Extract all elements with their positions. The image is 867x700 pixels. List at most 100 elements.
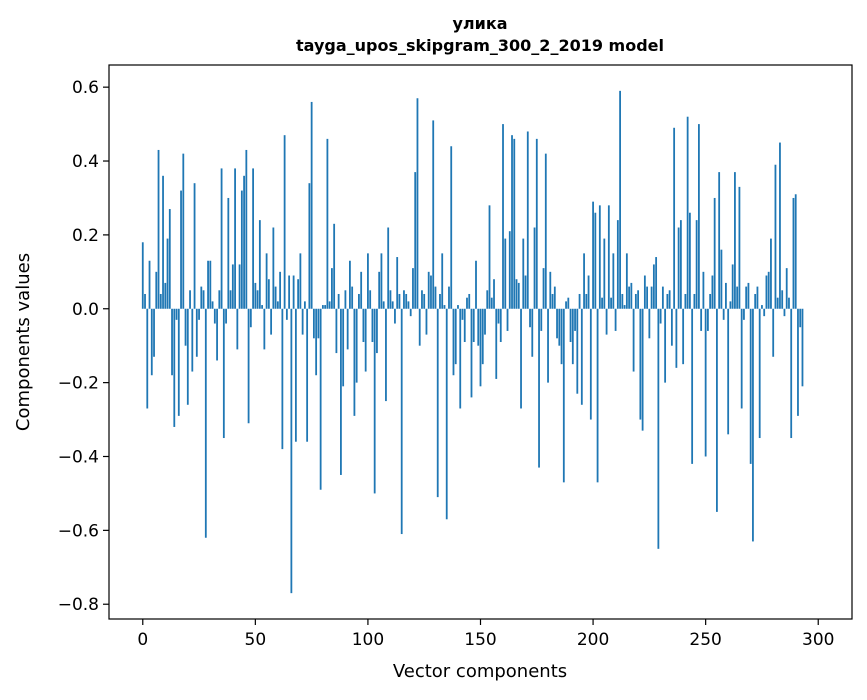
- bar-287: [788, 297, 790, 309]
- bar-32: [213, 308, 216, 324]
- bar-54: [263, 308, 266, 350]
- bar-19: [184, 308, 187, 346]
- bar-89: [342, 308, 345, 387]
- bar-182: [551, 293, 554, 309]
- bar-107: [382, 301, 385, 309]
- bar-203: [598, 205, 601, 309]
- bar-25: [198, 308, 200, 320]
- bar-242: [686, 116, 689, 309]
- bar-84: [331, 268, 333, 309]
- bar-252: [709, 293, 712, 309]
- bar-58: [272, 227, 275, 309]
- bar-265: [738, 186, 741, 309]
- x-tick-label: 50: [245, 630, 267, 650]
- bar-258: [722, 308, 725, 320]
- x-tick-label: 150: [464, 630, 496, 650]
- bar-109: [387, 227, 390, 309]
- bar-131: [436, 308, 439, 498]
- bar-57: [270, 308, 273, 335]
- bar-292: [799, 308, 802, 328]
- bar-123: [418, 308, 421, 346]
- bar-13: [171, 308, 173, 376]
- bars-group: [141, 90, 804, 594]
- bar-129: [432, 120, 435, 309]
- bar-288: [790, 308, 793, 439]
- bar-50: [254, 282, 257, 309]
- bar-285: [783, 308, 786, 317]
- bar-271: [752, 308, 754, 542]
- bar-210: [614, 308, 617, 331]
- bar-268: [745, 286, 748, 309]
- bar-233: [666, 293, 669, 309]
- bar-227: [652, 264, 655, 309]
- y-tick-label: 0.2: [72, 226, 99, 246]
- bar-86: [335, 308, 338, 354]
- bar-217: [630, 282, 633, 309]
- y-tick-label: −0.8: [58, 595, 99, 615]
- bar-55: [265, 253, 268, 309]
- bar-194: [578, 293, 581, 309]
- bar-41: [234, 168, 236, 309]
- bar-188: [565, 301, 567, 309]
- bar-167: [517, 282, 520, 309]
- bar-116: [403, 290, 405, 309]
- bar-90: [344, 290, 347, 309]
- bar-166: [515, 279, 518, 309]
- bar-17: [180, 190, 182, 309]
- bar-21: [189, 290, 191, 309]
- bar-148: [475, 260, 477, 309]
- bar-185: [558, 308, 561, 346]
- bar-88: [340, 308, 342, 475]
- bar-192: [574, 308, 576, 331]
- bar-111: [391, 301, 394, 309]
- bar-223: [643, 275, 646, 309]
- bar-262: [731, 264, 734, 309]
- bar-266: [740, 308, 743, 409]
- bar-142: [461, 308, 464, 320]
- bar-191: [571, 308, 574, 365]
- bar-279: [770, 238, 772, 309]
- bar-18: [182, 153, 185, 309]
- bar-102: [371, 308, 374, 342]
- bar-45: [243, 175, 245, 309]
- bar-29: [207, 260, 209, 309]
- bar-75: [310, 101, 313, 309]
- bar-110: [389, 290, 392, 309]
- bar-193: [576, 308, 579, 394]
- bar-245: [693, 293, 696, 309]
- bar-67: [292, 275, 295, 309]
- bar-152: [484, 308, 486, 335]
- bar-36: [222, 308, 225, 439]
- bar-163: [508, 231, 511, 309]
- bar-157: [495, 308, 498, 379]
- bar-80: [321, 305, 324, 309]
- bar-5: [153, 308, 155, 357]
- bar-187: [562, 308, 565, 483]
- bar-238: [677, 227, 680, 309]
- bar-26: [200, 286, 203, 309]
- bar-172: [529, 308, 531, 328]
- bar-85: [333, 223, 336, 309]
- bar-76: [312, 308, 315, 339]
- bar-127: [427, 271, 430, 309]
- bar-68: [294, 308, 297, 442]
- bar-128: [430, 275, 432, 309]
- bar-179: [544, 153, 547, 309]
- bar-98: [362, 308, 365, 342]
- bar-237: [675, 308, 678, 368]
- bar-96: [358, 293, 360, 309]
- bar-97: [360, 271, 363, 309]
- bar-275: [761, 305, 763, 309]
- bar-231: [661, 286, 664, 309]
- bar-103: [373, 308, 376, 494]
- x-tick-label: 250: [689, 630, 721, 650]
- bar-71: [301, 308, 304, 335]
- bar-59: [274, 286, 277, 309]
- bar-180: [547, 308, 549, 383]
- bar-199: [589, 308, 592, 420]
- bar-226: [650, 286, 653, 309]
- chart-title-line-1: улика: [452, 14, 507, 33]
- bar-135: [445, 308, 448, 520]
- bar-234: [668, 290, 671, 309]
- bar-47: [247, 308, 250, 424]
